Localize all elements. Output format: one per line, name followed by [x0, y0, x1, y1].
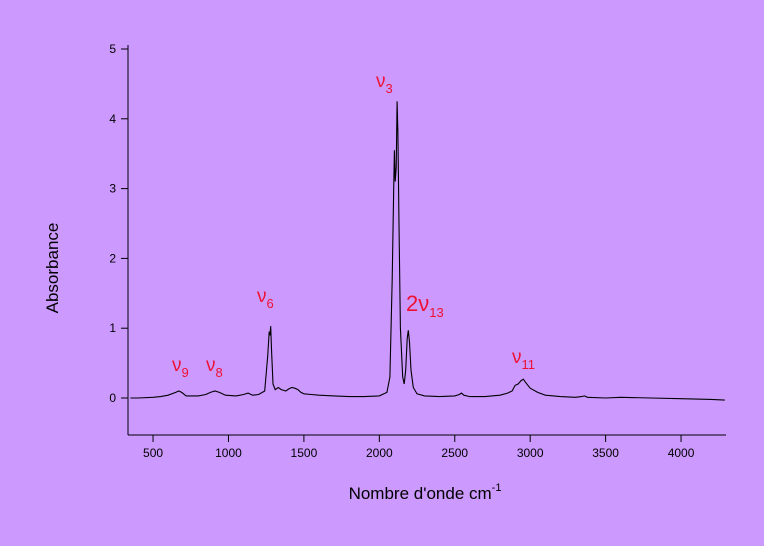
x-axis-label: Nombre d'onde cm-1	[349, 482, 502, 503]
x-tick-label: 2000	[366, 446, 393, 460]
y-axis-label: Absorbance	[43, 223, 62, 314]
y-tick-label: 4	[109, 112, 116, 126]
annotation-main: ν	[257, 286, 267, 307]
y-tick-label: 5	[109, 42, 116, 56]
annotation: ν9	[172, 355, 189, 380]
annotation: ν3	[376, 71, 393, 96]
annotation-main: ν	[172, 355, 182, 376]
annotation: ν11	[512, 347, 535, 372]
annotation-sub: 11	[522, 357, 536, 372]
annotation: ν6	[257, 286, 274, 311]
y-tick-label: 1	[109, 321, 116, 335]
annotation-sub: 3	[386, 81, 393, 96]
spectrum-line	[130, 101, 725, 401]
annotation: ν8	[206, 355, 223, 380]
y-tick-label: 3	[109, 182, 116, 196]
annotation-main: ν	[206, 355, 216, 376]
x-tick-label: 500	[143, 446, 163, 460]
x-tick-label: 1500	[291, 446, 318, 460]
annotation-main: 2ν	[406, 291, 429, 316]
annotation-sub: 13	[429, 305, 443, 320]
annotation-sub: 8	[216, 365, 223, 380]
x-tick-label: 2500	[441, 446, 468, 460]
y-tick-label: 0	[109, 391, 116, 405]
x-tick-label: 1000	[215, 446, 242, 460]
x-tick-label: 4000	[668, 446, 695, 460]
annotation: 2ν13	[406, 291, 444, 320]
x-tick-label: 3000	[517, 446, 544, 460]
x-tick-label: 3500	[592, 446, 619, 460]
x-axis-label-sup: -1	[492, 482, 502, 494]
annotation-main: ν	[512, 347, 522, 368]
x-axis-label-text: Nombre d'onde cm	[349, 484, 492, 503]
annotation-sub: 9	[182, 365, 189, 380]
annotation-sub: 6	[267, 296, 274, 311]
y-tick-label: 2	[109, 251, 116, 265]
annotation-main: ν	[376, 71, 386, 92]
